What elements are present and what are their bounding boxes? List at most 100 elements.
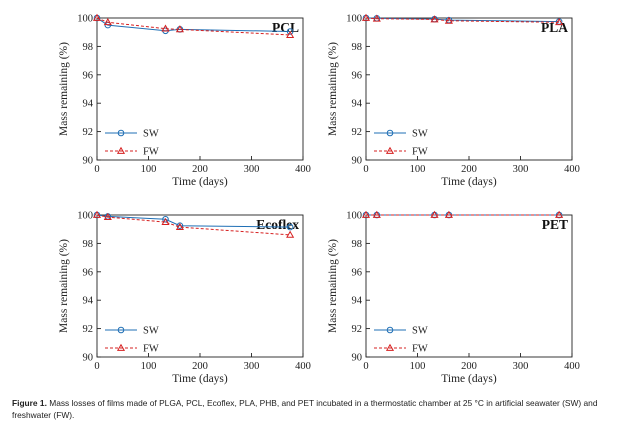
y-tick-label: 98: [83, 42, 94, 53]
legend: SW FW: [374, 326, 428, 355]
data-point: [444, 210, 453, 218]
x-tick-label: 0: [94, 164, 99, 175]
legend-marker-fw: [116, 146, 126, 154]
data-point: [286, 30, 295, 38]
x-axis-title: Time (days): [172, 176, 228, 188]
x-tick-label: 400: [295, 361, 311, 372]
x-axis-title: Time (days): [441, 176, 497, 188]
data-point: [372, 14, 381, 22]
data-point: [92, 210, 102, 218]
y-tick-label: 94: [83, 296, 94, 307]
series-sw: [362, 14, 563, 25]
y-tick-label: 94: [352, 99, 363, 110]
panel-pet: 90 92 94 96 98 100 0 100 200 300 400 Time (days) Mas…: [327, 211, 580, 386]
legend-label-sw: SW: [412, 129, 428, 140]
data-point: [286, 230, 295, 238]
data-point: [175, 222, 184, 230]
legend-label-sw: SW: [143, 129, 159, 140]
x-tick-label: 200: [192, 361, 208, 372]
y-tick-label: 96: [83, 70, 94, 81]
data-point: [372, 210, 381, 218]
y-tick-label: 90: [352, 353, 363, 364]
panel-title: PET: [542, 217, 568, 232]
panel-title: PCL: [272, 20, 299, 35]
plot-frame: [365, 214, 573, 358]
legend-label-fw: FW: [143, 344, 159, 355]
data-point: [103, 212, 112, 221]
legend-marker-sw: [117, 326, 125, 334]
y-tick-label: 92: [83, 127, 94, 138]
legend-label-fw: FW: [412, 147, 428, 158]
panel-pla: 90 92 94 96 98 100 0 100 200 300 400 Time (days) Mas…: [327, 14, 580, 189]
figure-caption: Figure 1. Mass losses of films made of P…: [12, 398, 630, 421]
y-tick-label: 92: [352, 324, 363, 335]
series-fw: [361, 13, 564, 26]
series-line: [365, 17, 560, 23]
caption-label: Figure 1.: [12, 398, 47, 408]
y-axis-title: Mass remaining (%): [58, 42, 70, 136]
legend-marker-fw: [116, 343, 126, 351]
caption-text: Mass losses of films made of PLGA, PCL, …: [12, 398, 598, 420]
y-tick-label: 94: [352, 296, 363, 307]
x-tick-label: 200: [461, 164, 477, 175]
x-axis-title: Time (days): [172, 373, 228, 385]
y-tick-label: 98: [83, 239, 94, 250]
data-point: [286, 223, 294, 231]
x-tick-label: 200: [461, 361, 477, 372]
data-point: [555, 18, 564, 26]
legend-label-fw: FW: [143, 147, 159, 158]
y-tick-label: 100: [77, 14, 93, 25]
data-point: [162, 215, 169, 223]
y-tick-label: 96: [352, 267, 363, 278]
x-tick-label: 0: [363, 361, 368, 372]
data-point: [103, 18, 112, 26]
x-tick-label: 0: [363, 164, 368, 175]
data-point: [361, 210, 371, 218]
y-tick-label: 100: [346, 14, 362, 25]
data-point: [161, 217, 170, 225]
panel-ecoflex: 90 92 94 96 98 100 0 100 200 300 400 Time (days) Mas…: [58, 211, 311, 386]
panel-title: Ecoflex: [256, 217, 299, 232]
legend-marker-fw: [385, 146, 395, 154]
legend-label-sw: SW: [143, 326, 159, 337]
x-tick-label: 100: [141, 361, 157, 372]
data-point: [430, 210, 439, 218]
y-axis-title: Mass remaining (%): [327, 42, 339, 136]
data-point: [361, 13, 371, 21]
legend-label-sw: SW: [412, 326, 428, 337]
y-tick-label: 90: [352, 156, 363, 167]
legend: SW FW: [374, 129, 428, 158]
y-tick-label: 92: [352, 127, 363, 138]
y-tick-label: 100: [346, 211, 362, 222]
x-tick-label: 300: [513, 164, 529, 175]
legend: SW FW: [105, 326, 159, 355]
plot-frame: [96, 17, 304, 161]
panel-pcl: 90 92 94 96 98 100 0 100 200 300 400 Time (days) Mas…: [58, 14, 311, 189]
data-point: [430, 15, 439, 23]
x-tick-label: 400: [295, 164, 311, 175]
x-axis-title: Time (days): [441, 373, 497, 385]
x-tick-label: 400: [564, 361, 580, 372]
x-tick-label: 100: [410, 164, 426, 175]
data-point: [555, 210, 564, 218]
plot-frame: [365, 17, 573, 161]
plot-frame: [96, 214, 304, 358]
x-tick-label: 200: [192, 164, 208, 175]
series-line: [96, 17, 291, 36]
y-tick-label: 98: [352, 42, 363, 53]
series-line: [96, 214, 291, 236]
y-tick-label: 98: [352, 239, 363, 250]
legend-marker-fw: [385, 343, 395, 351]
legend-label-fw: FW: [412, 344, 428, 355]
data-point: [286, 28, 294, 35]
legend-marker-sw: [386, 326, 394, 334]
series-line: [96, 17, 291, 32]
y-axis-title: Mass remaining (%): [58, 239, 70, 333]
y-tick-label: 94: [83, 99, 94, 110]
x-tick-label: 100: [141, 164, 157, 175]
x-tick-label: 300: [244, 361, 260, 372]
data-point: [444, 16, 453, 24]
legend-marker-sw: [117, 129, 125, 137]
panel-title: PLA: [541, 20, 568, 35]
